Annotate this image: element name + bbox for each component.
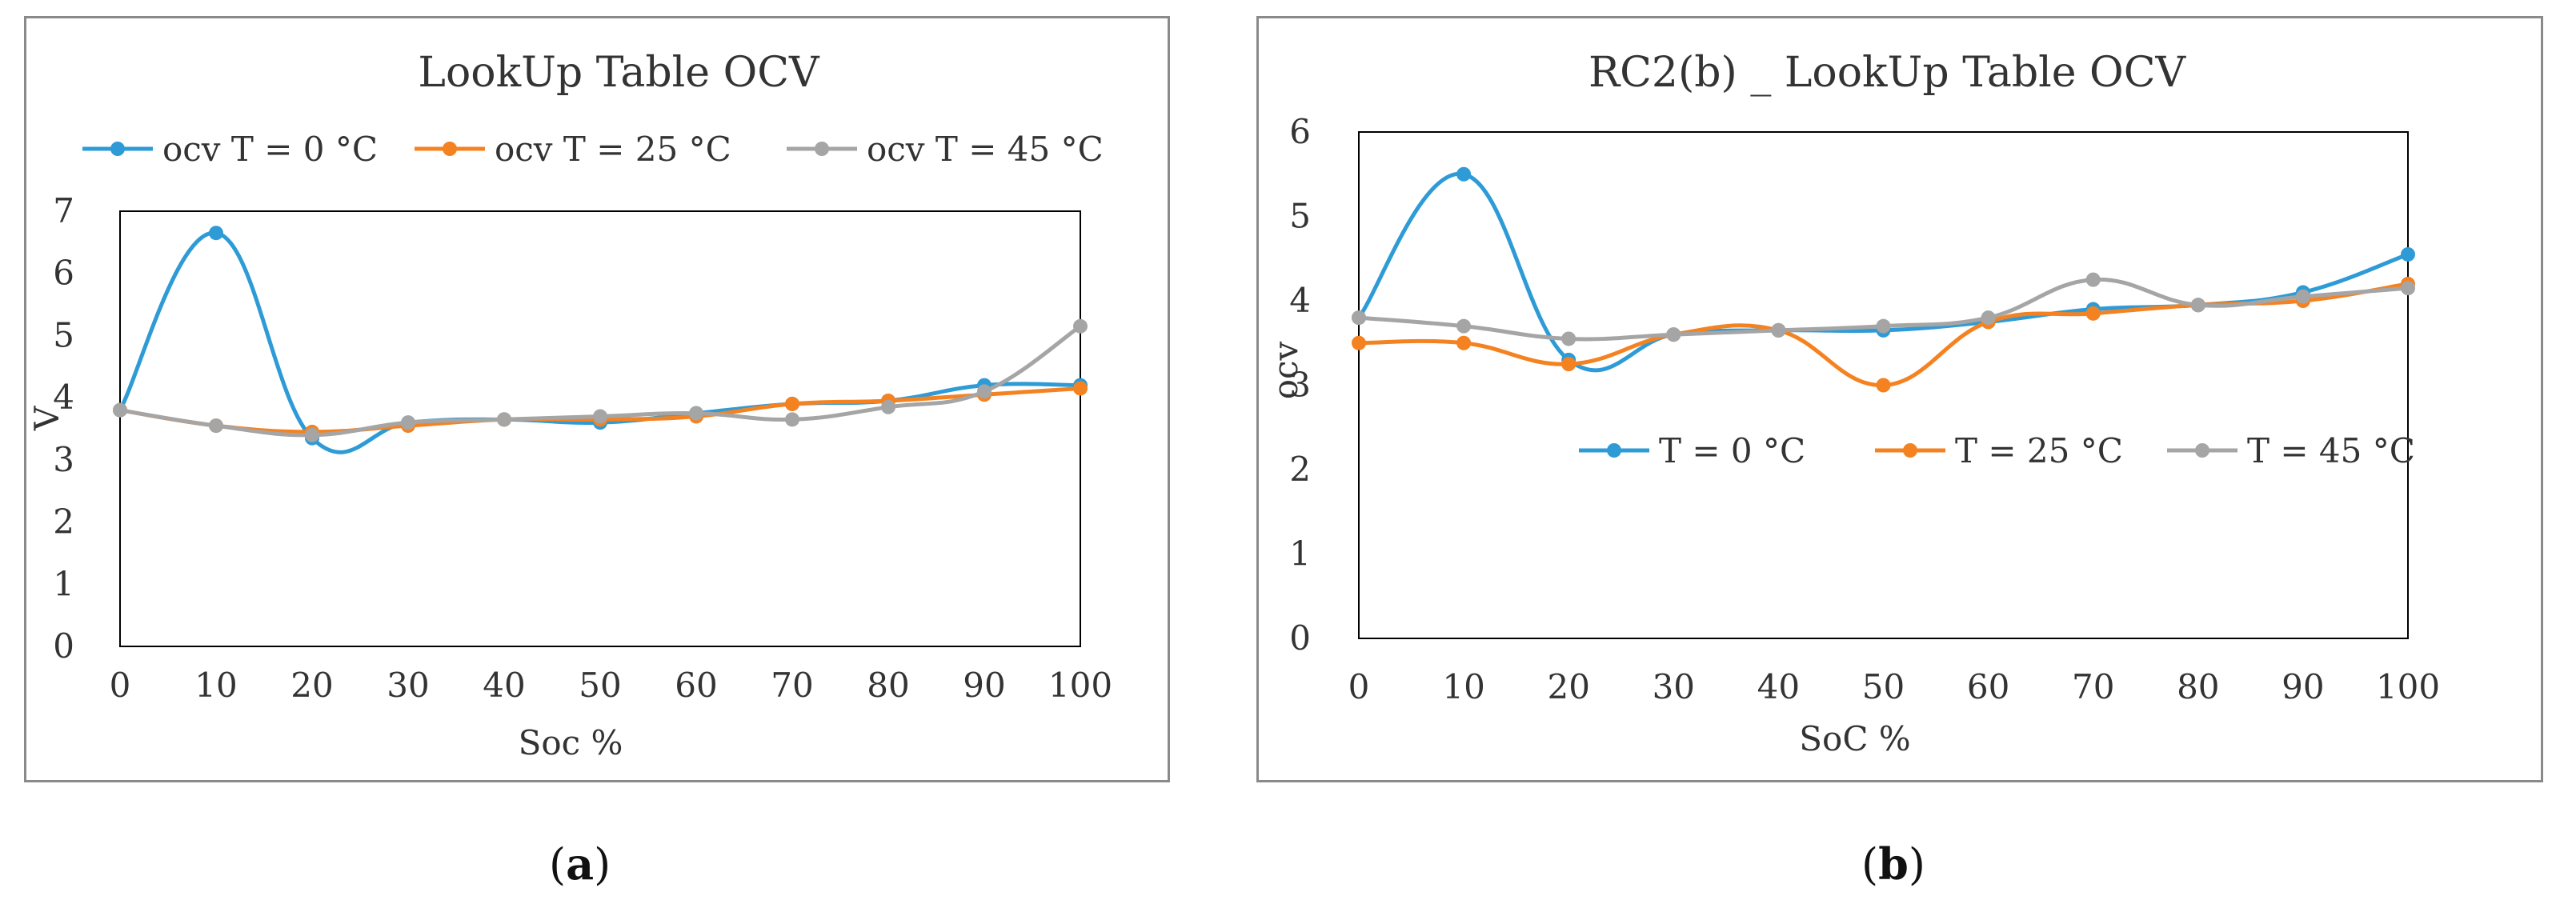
data-point bbox=[1561, 331, 1576, 346]
x-tick-label: 80 bbox=[2177, 667, 2219, 706]
x-tick-label: 30 bbox=[1653, 667, 1695, 706]
y-tick-label: 1 bbox=[1289, 534, 1311, 574]
y-tick-label: 3 bbox=[53, 440, 74, 479]
y-axis-label: V bbox=[27, 406, 66, 431]
x-tick-label: 30 bbox=[387, 666, 429, 705]
legend-marker bbox=[1607, 443, 1621, 458]
legend-marker bbox=[1903, 443, 1917, 458]
y-tick-label: 6 bbox=[1289, 112, 1311, 151]
legend-marker bbox=[2195, 443, 2209, 458]
y-tick-label: 5 bbox=[53, 315, 74, 354]
x-tick-label: 70 bbox=[2072, 667, 2114, 706]
x-tick-label: 60 bbox=[675, 666, 717, 705]
data-point bbox=[1561, 357, 1576, 372]
caption-a: (a) bbox=[549, 838, 611, 890]
data-point bbox=[1876, 378, 1891, 393]
legend-label: T = 45 °C bbox=[2247, 431, 2415, 470]
x-tick-label: 40 bbox=[483, 666, 525, 705]
data-point bbox=[1352, 310, 1366, 326]
data-point bbox=[1666, 327, 1681, 342]
y-tick-label: 3 bbox=[1289, 366, 1311, 405]
data-point bbox=[497, 412, 511, 427]
x-tick-label: 70 bbox=[771, 666, 813, 705]
data-point bbox=[1073, 381, 1088, 396]
x-tick-label: 20 bbox=[290, 666, 333, 705]
y-tick-label: 0 bbox=[53, 626, 74, 666]
x-axis-label: SoC % bbox=[1799, 719, 1910, 758]
legend-marker bbox=[110, 142, 125, 156]
chart-panel-b: RC2(b) _ LookUp Table OCV 0 1 2 3 4 5 6 0 10 20 30 4… bbox=[1256, 16, 2543, 782]
legend-label: T = 25 °C bbox=[1955, 431, 2123, 470]
data-point bbox=[401, 415, 415, 430]
x-tick-label: 50 bbox=[1862, 667, 1905, 706]
chart-panel-a: LookUp Table OCV 0 1 2 3 4 5 6 7 0 10 20 30 40 50 60 70 8… bbox=[24, 16, 1170, 782]
x-tick-label: 10 bbox=[194, 666, 237, 705]
x-tick-label: 100 bbox=[1048, 666, 1112, 705]
y-tick-label: 1 bbox=[53, 564, 74, 603]
x-tick-label: 0 bbox=[1348, 667, 1370, 706]
data-point bbox=[2401, 246, 2415, 262]
legend-marker bbox=[443, 142, 457, 156]
y-tick-label: 6 bbox=[53, 254, 74, 293]
data-point bbox=[785, 412, 799, 427]
data-point bbox=[1456, 166, 1472, 182]
caption-b: (b) bbox=[1861, 838, 1925, 890]
data-point bbox=[2295, 289, 2310, 304]
x-tick-label: 10 bbox=[1442, 667, 1484, 706]
legend-marker bbox=[815, 142, 829, 156]
data-point bbox=[1073, 318, 1088, 334]
data-point bbox=[113, 402, 127, 418]
legend-label: T = 0 °C bbox=[1659, 431, 1805, 470]
data-point bbox=[1876, 318, 1891, 334]
data-point bbox=[1981, 310, 1996, 326]
y-tick-label: 4 bbox=[1289, 281, 1311, 320]
data-point bbox=[593, 409, 607, 424]
data-point bbox=[209, 226, 223, 241]
y-tick-label: 2 bbox=[1289, 450, 1311, 489]
x-tick-label: 100 bbox=[2376, 667, 2440, 706]
data-point bbox=[1456, 318, 1472, 334]
data-point bbox=[1352, 335, 1366, 350]
data-point bbox=[881, 399, 895, 414]
data-point bbox=[305, 427, 319, 442]
y-axis-label: ocv bbox=[1266, 341, 1305, 399]
legend-label: ocv T = 45 °C bbox=[867, 130, 1104, 169]
data-point bbox=[2190, 298, 2205, 313]
data-point bbox=[689, 406, 703, 421]
plot-frame bbox=[1358, 131, 2409, 639]
x-tick-label: 90 bbox=[963, 666, 1005, 705]
data-point bbox=[785, 396, 799, 411]
x-tick-label: 0 bbox=[110, 666, 131, 705]
legend-label: ocv T = 25 °C bbox=[495, 130, 731, 169]
y-tick-label: 0 bbox=[1289, 618, 1311, 658]
x-tick-label: 40 bbox=[1757, 667, 1800, 706]
y-tick-label: 7 bbox=[53, 191, 74, 230]
data-point bbox=[977, 384, 992, 399]
x-axis-label: Soc % bbox=[519, 723, 623, 762]
data-point bbox=[2085, 306, 2101, 321]
x-tick-label: 60 bbox=[1967, 667, 2009, 706]
x-tick-label: 90 bbox=[2282, 667, 2324, 706]
x-tick-label: 50 bbox=[579, 666, 621, 705]
plot-frame bbox=[119, 210, 1081, 647]
y-tick-label: 2 bbox=[53, 502, 74, 542]
y-tick-label: 4 bbox=[53, 378, 74, 417]
y-tick-label: 5 bbox=[1289, 197, 1311, 236]
chart-title: LookUp Table OCV bbox=[418, 49, 820, 97]
legend-label: ocv T = 0 °C bbox=[162, 130, 378, 169]
x-tick-label: 20 bbox=[1547, 667, 1589, 706]
chart-title: RC2(b) _ LookUp Table OCV bbox=[1588, 49, 2187, 97]
data-point bbox=[2401, 281, 2415, 296]
data-point bbox=[1456, 335, 1472, 350]
x-tick-label: 80 bbox=[867, 666, 909, 705]
data-point bbox=[209, 418, 223, 434]
data-point bbox=[1771, 322, 1786, 338]
data-point bbox=[2085, 272, 2101, 287]
series-line bbox=[1356, 172, 2409, 373]
